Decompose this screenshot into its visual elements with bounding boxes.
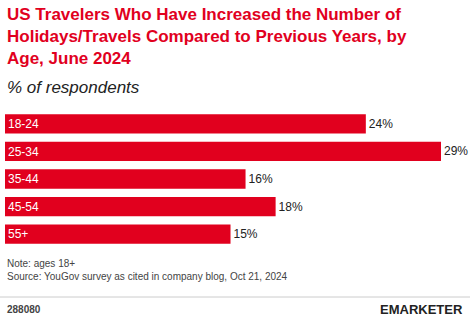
- svg-text:US Travelers Who Have Increase: US Travelers Who Have Increased the Numb…: [7, 5, 407, 68]
- svg-text:288080: 288080: [7, 304, 41, 315]
- svg-text:55+: 55+: [8, 227, 28, 241]
- svg-text:% of respondents: % of respondents: [7, 78, 140, 97]
- svg-text:35-44: 35-44: [8, 172, 39, 186]
- svg-text:EMARKETER: EMARKETER: [380, 302, 463, 317]
- svg-text:45-54: 45-54: [8, 200, 39, 214]
- svg-text:Source: YouGov survey as cited: Source: YouGov survey as cited in compan…: [7, 271, 288, 282]
- svg-text:18-24: 18-24: [8, 117, 39, 131]
- svg-text:29%: 29%: [444, 144, 468, 158]
- svg-text:15%: 15%: [234, 227, 258, 241]
- svg-text:Note: ages 18+: Note: ages 18+: [7, 258, 75, 269]
- svg-text:24%: 24%: [369, 117, 393, 131]
- svg-text:18%: 18%: [279, 200, 303, 214]
- svg-text:25-34: 25-34: [8, 145, 39, 159]
- svg-text:16%: 16%: [249, 172, 273, 186]
